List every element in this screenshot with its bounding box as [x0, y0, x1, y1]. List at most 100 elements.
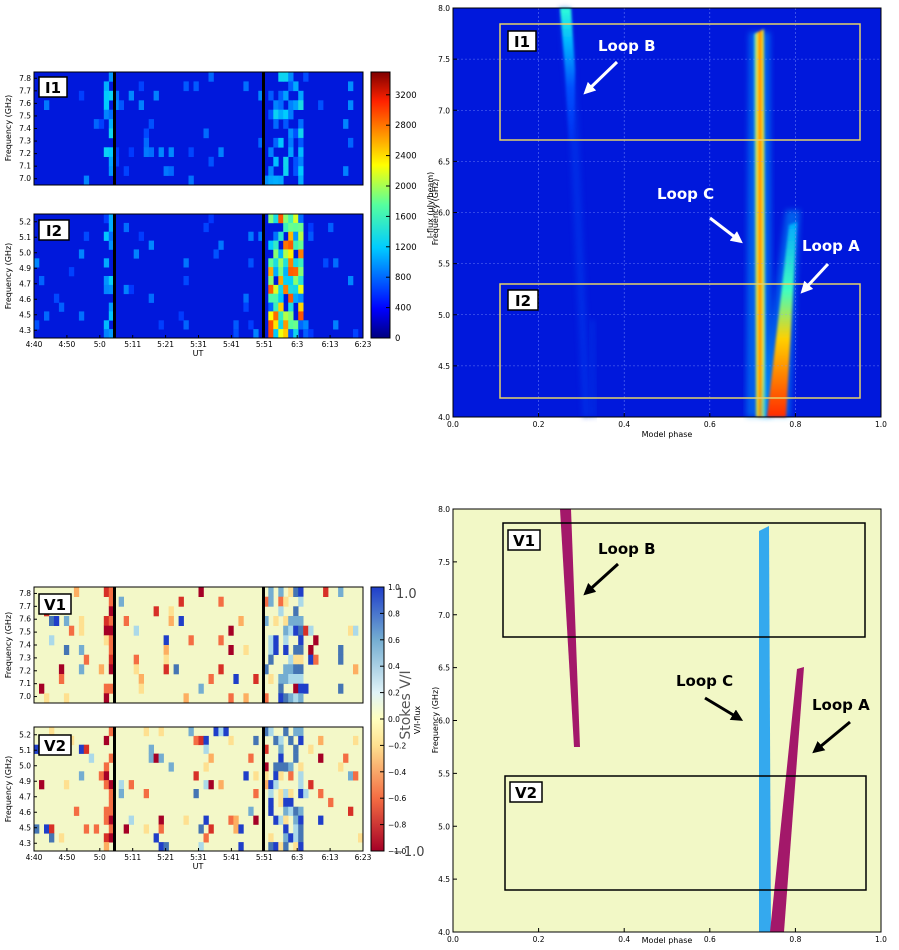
panel-v1-cell [218, 596, 224, 607]
panel-i2-cell [293, 267, 299, 277]
panel-model-i-xticks: 0.0 0.2 0.4 0.6 0.8 1.0 [447, 413, 887, 429]
panel-v1-cell [298, 616, 304, 626]
panel-model-i-xtick-label: 0.6 [704, 420, 716, 429]
panel-v1-cell [348, 625, 354, 636]
panel-v1-ytick-label: 7.1 [19, 679, 31, 688]
panel-v2-cell [248, 806, 254, 816]
panel-i1-cell [138, 81, 144, 92]
panel-i2-cell [108, 240, 115, 250]
panel-v1-cell [278, 674, 284, 684]
panel-v2-ytick-label: 4.6 [19, 808, 31, 817]
panel-v2-cell [273, 842, 279, 852]
panel-v1-cell [178, 596, 184, 607]
panel-v1-ytick-label: 7.6 [19, 615, 31, 624]
panel-v1-cell [308, 625, 314, 636]
panel-i1-cell [108, 166, 115, 176]
panel-i2-cell [103, 214, 110, 224]
panel-i2-cell [253, 329, 259, 339]
panel-v2-vline-1 [113, 727, 116, 851]
panel-v2-cell [218, 780, 224, 790]
panel-model-i-xtick-label: 0.2 [533, 420, 545, 429]
panel-v2-yticks: 4.3 4.5 4.6 4.7 4.9 5.0 5.1 5.2 [19, 730, 37, 848]
panel-v1-cell [288, 587, 294, 597]
panel-i2-cell [278, 249, 284, 259]
panel-i2-cell [323, 258, 329, 268]
panel-v2-cell [253, 735, 259, 746]
panel-v2-cell [49, 824, 55, 834]
panel-model-i-xtick-label: 1.0 [875, 420, 887, 429]
panel-i2: I2 4.3 4.5 4.6 4.7 4.9 5.0 5.1 5.2 4:40 4:50 5:0 5… [4, 213, 372, 358]
panel-model-v-ytick-label: 4.0 [438, 928, 450, 937]
panel-i2-cell [233, 320, 239, 330]
panel-i2-xlabel: UT [193, 349, 204, 358]
panel-v2-cell [268, 842, 274, 852]
panel-v1-cell [138, 683, 144, 694]
panel-model-i-xlabel: Model phase [642, 430, 693, 439]
panel-i2-cell [243, 302, 249, 312]
panel-i1-ytick-label: 7.1 [19, 162, 31, 171]
panel-v1-cell [163, 654, 169, 665]
panel-model-v-xtick-label: 0.6 [704, 935, 716, 944]
panel-v1-cell [293, 693, 299, 704]
panel-v2-cell [143, 789, 149, 799]
panel-i2-cell [268, 267, 274, 277]
panel-model-i-ytick-label: 5.5 [438, 260, 450, 269]
panel-i2-cell [278, 276, 284, 286]
panel-v2-cell [278, 789, 284, 799]
panel-i1-cell [278, 109, 284, 120]
panel-v1-cell [283, 596, 289, 607]
panel-i2-cell [273, 258, 279, 268]
panel-v1-cell [298, 596, 304, 607]
panel-v2-xtick-label: 5:0 [94, 853, 106, 862]
panel-i2-cell [108, 222, 115, 233]
panel-i2-cell [268, 293, 274, 303]
panel-i2-ytick-label: 5.0 [19, 248, 31, 257]
panel-v1-label-box: V1 [38, 593, 72, 615]
panel-v1-cell [163, 635, 169, 646]
panel-v1-bg [34, 587, 363, 703]
panel-i1-cell [288, 72, 294, 82]
panel-i1-cell [103, 109, 110, 120]
panel-i1-cell [318, 100, 324, 110]
panel-v2-cell [188, 727, 194, 737]
panel-i2-xtick-label: 6:23 [355, 340, 372, 349]
panel-i1-label-box: I1 [38, 76, 68, 98]
panel-i2-ytick-label: 4.6 [19, 295, 31, 304]
panel-i1-vline-2 [262, 72, 265, 185]
panel-i1-cell [298, 100, 304, 110]
panel-v2-cell [63, 780, 70, 790]
panel-model-i-ytick-label: 4.0 [438, 413, 450, 422]
panel-v1-cell [73, 587, 80, 597]
panel-model-v-ytick-label: 5.5 [438, 769, 450, 778]
panel-i1-cell [123, 166, 129, 176]
panel-i2-cell [273, 320, 279, 330]
colorbar-v-overlay-label: Stokes V/I [398, 670, 414, 739]
panel-i1-cell [293, 166, 299, 176]
panel-v1-cell [338, 654, 344, 665]
panel-v2-cell [103, 833, 110, 843]
panel-v2-cell [103, 780, 110, 790]
panel-model-v-ytick-label: 8.0 [438, 505, 450, 514]
panel-v2-cell [293, 842, 299, 852]
panel-v2-cell [283, 789, 289, 799]
colorbar-i: 0 400 800 1200 1600 2000 2400 2800 3200 I-flux (… [370, 71, 435, 344]
panel-i2-cell [183, 320, 189, 330]
panel-i1-cell [93, 119, 100, 129]
panel-v1-cell [208, 674, 214, 684]
panel-i2-xtick-label: 5:21 [157, 340, 174, 349]
panel-i2-cell [68, 267, 75, 277]
panel-v2-cell [308, 744, 314, 754]
colorbar-i-tick-label: 800 [395, 273, 411, 283]
panel-v1-cell [163, 645, 169, 655]
panel-v1-cell [49, 635, 55, 646]
panel-v2-xtick-label: 5:11 [124, 853, 141, 862]
panel-v1-cell [353, 625, 359, 636]
model-v-box-v2-label: V2 [515, 784, 537, 802]
colorbar-i-bar [370, 71, 391, 339]
panel-v1-cell [188, 635, 194, 646]
panel-v2-cell [298, 815, 304, 825]
panel-v1-cell [298, 625, 304, 636]
model-i-box-i1-label-box: I1 [507, 30, 537, 52]
panel-v2-cell [148, 744, 154, 754]
panel-v2-cell [298, 824, 304, 834]
